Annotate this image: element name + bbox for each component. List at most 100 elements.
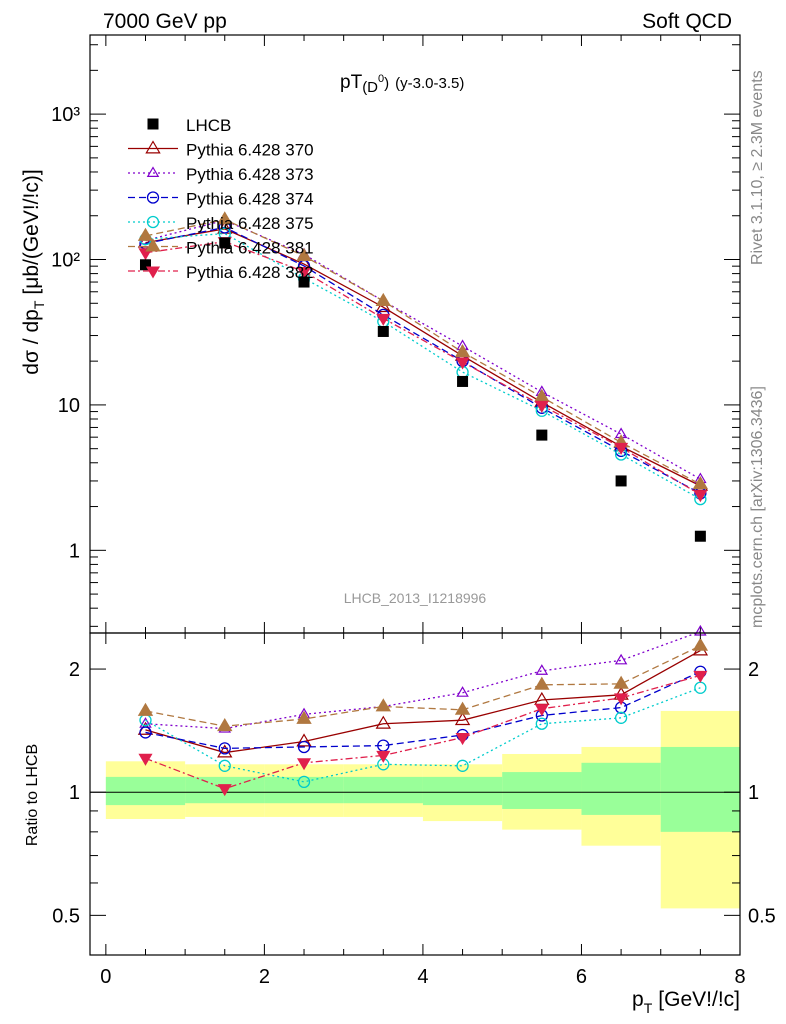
ratio-series-6 xyxy=(138,670,708,797)
ratio-series-4 xyxy=(139,681,707,789)
y-axis-label-main: dσ / dpT [μb/(GeV!/!c)] xyxy=(20,169,47,374)
data-point xyxy=(455,733,470,746)
x-tick-label: 0 xyxy=(100,966,111,988)
header-left: 7000 GeV pp xyxy=(103,10,227,33)
data-point xyxy=(693,490,708,503)
x-axis-label-unit: [GeV!/!c] xyxy=(658,988,740,1011)
x-axis-label: pT [GeV!/!c] xyxy=(632,988,740,1016)
data-point xyxy=(454,711,471,726)
legend-label: Pythia 6.428 381 xyxy=(186,239,314,258)
x-tick-label: 4 xyxy=(417,966,428,988)
ratio-line xyxy=(145,649,701,754)
data-point xyxy=(455,357,470,370)
data-point xyxy=(535,664,549,675)
plot-title-close: ) xyxy=(384,75,389,92)
data-point xyxy=(296,247,312,261)
ratio-y-tick-label-right: 0.5 xyxy=(748,905,776,927)
analysis-watermark: LHCB_2013_I1218996 xyxy=(344,590,487,606)
data-point xyxy=(145,140,161,154)
x-tick-label: 6 xyxy=(576,966,587,988)
uncertainty-band-inner xyxy=(422,776,503,806)
data-point xyxy=(534,691,550,705)
data-point xyxy=(692,637,709,651)
data-point xyxy=(297,740,311,754)
data-point xyxy=(296,758,312,771)
data-point xyxy=(614,693,629,706)
data-point xyxy=(375,292,391,306)
y-axis-label-main-unit: [μb/(GeV!/!c)] xyxy=(20,169,43,294)
uncertainty-band-inner xyxy=(660,746,740,832)
data-point xyxy=(454,343,471,358)
legend-item-series-5: Pythia 6.428 381 xyxy=(128,238,314,258)
plot-title-sup: 0 xyxy=(378,73,384,85)
data-point xyxy=(218,742,231,755)
ratio-y-tick-label: 0.5 xyxy=(52,905,80,927)
series-5 xyxy=(137,211,709,490)
plot-title-sub: (D xyxy=(362,79,378,96)
series-line xyxy=(145,218,701,485)
series-line xyxy=(145,241,701,496)
y-axis-label-main-sub: T xyxy=(31,300,47,309)
plot-title-extra: (y-3.0-3.5) xyxy=(395,75,464,92)
data-point xyxy=(534,400,549,413)
y-axis-label-main-text: dσ / dp xyxy=(20,309,43,375)
header-right: Soft QCD xyxy=(642,10,732,33)
legend-label: Pythia 6.428 374 xyxy=(186,190,314,209)
data-point xyxy=(296,267,312,280)
data-point xyxy=(298,276,310,288)
y-axis-label-ratio: Ratio to LHCB xyxy=(24,744,41,846)
legend-label: LHCB xyxy=(186,116,231,135)
data-point xyxy=(457,375,469,387)
side-label-bottom: mcplots.cern.ch [arXiv:1306.3436] xyxy=(749,386,766,628)
legend-item-lhcb: LHCB xyxy=(147,116,231,135)
data-point xyxy=(145,266,161,279)
data-point xyxy=(297,775,311,789)
legend-label: Pythia 6.428 370 xyxy=(186,141,314,160)
uncertainty-band-inner xyxy=(105,776,186,806)
x-tick-label: 8 xyxy=(734,966,745,988)
data-point xyxy=(454,701,471,715)
ratio-y-tick-label-right: 2 xyxy=(748,659,759,681)
data-point xyxy=(534,704,549,717)
data-point xyxy=(296,733,312,747)
data-point xyxy=(139,259,151,271)
ratio-series-5 xyxy=(137,637,709,732)
data-point xyxy=(145,238,161,252)
x-tick-label: 2 xyxy=(259,966,270,988)
data-point xyxy=(613,675,629,689)
data-point xyxy=(217,784,232,797)
data-point xyxy=(146,215,160,229)
legend-item-series-1: Pythia 6.428 370 xyxy=(128,140,314,160)
data-point xyxy=(137,702,154,716)
legend-item-series-6: Pythia 6.428 382 xyxy=(128,263,314,282)
ratio-panel-frame xyxy=(89,632,741,956)
data-point xyxy=(296,710,312,724)
ratio-y-tick-label: 2 xyxy=(69,659,80,681)
data-point xyxy=(456,759,469,772)
legend-label: Pythia 6.428 382 xyxy=(186,263,314,282)
data-point xyxy=(137,227,154,241)
data-point xyxy=(534,676,550,690)
uncertainty-band-inner xyxy=(581,762,661,815)
data-point xyxy=(694,530,706,542)
data-point xyxy=(147,118,159,130)
data-point xyxy=(615,475,627,487)
data-point xyxy=(146,166,160,178)
x-axis-label-text: p xyxy=(632,988,644,1011)
legend-item-series-2: Pythia 6.428 373 xyxy=(128,165,314,184)
legend-label: Pythia 6.428 373 xyxy=(186,165,314,184)
data-point xyxy=(456,686,469,697)
ratio-y-tick-label-right: 1 xyxy=(748,782,759,804)
data-point xyxy=(614,653,628,665)
legend-item-series-4: Pythia 6.428 375 xyxy=(128,214,314,233)
data-point xyxy=(138,753,153,766)
data-point xyxy=(692,475,709,490)
ratio-line xyxy=(145,671,701,749)
data-point xyxy=(376,313,391,326)
data-point xyxy=(376,750,391,763)
plot-title-main: pT xyxy=(340,72,363,93)
data-point xyxy=(146,191,160,204)
ratio-y-tick-label: 1 xyxy=(69,782,80,804)
y-tick-label: 10³ xyxy=(51,104,80,126)
